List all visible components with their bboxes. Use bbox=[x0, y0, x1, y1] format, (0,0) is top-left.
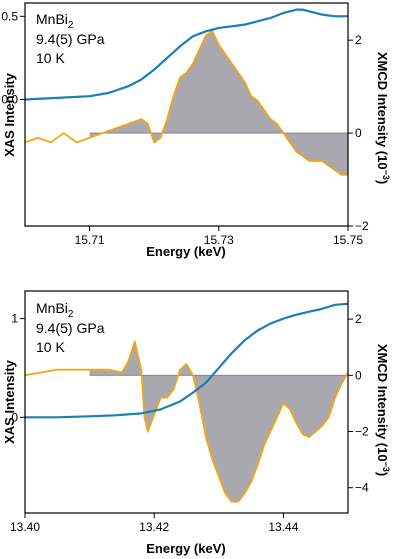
top-y-right-tick-label: −2 bbox=[355, 219, 369, 233]
bottom-ylabel-right: XMCD Intensity (10−3) bbox=[375, 344, 391, 476]
bottom-y-right-tick-label: −4 bbox=[355, 481, 369, 495]
bottom-xas-line-layer bbox=[25, 302, 349, 419]
bottom-y-right-tick-label: 0 bbox=[355, 368, 362, 382]
top-y-left-tick-label: 0.5 bbox=[1, 9, 18, 23]
top-xmcd-area bbox=[89, 30, 348, 175]
bottom-ylabel-left: XAS Intensity bbox=[2, 359, 17, 444]
bottom-xmcd-line bbox=[24, 340, 349, 503]
bottom-y-right-tick-label: −2 bbox=[355, 425, 369, 439]
bottom-annotation-temperature: 10 K bbox=[36, 339, 65, 355]
top-xas-line bbox=[24, 8, 348, 101]
top-annotation-formula: MnBi2 bbox=[36, 11, 74, 31]
top-xas-line-layer bbox=[24, 8, 348, 101]
bottom-xas-line bbox=[25, 302, 349, 419]
top-ylabel-right: XMCD Intensity (10−3) bbox=[375, 52, 391, 184]
top-x-tick-label: 15.71 bbox=[75, 233, 105, 247]
bottom-x-tick-label: 13.44 bbox=[268, 520, 298, 534]
top-y-right-tick-label: 0 bbox=[355, 126, 362, 140]
bottom-tick-layer: 13.40 13.42 13.44 0 1 −4 −2 0 2 bbox=[10, 312, 369, 534]
bottom-xlabel: Energy (keV) bbox=[146, 541, 225, 556]
bottom-xmcd-fill-layer bbox=[89, 341, 348, 502]
top-xmcd-line bbox=[24, 29, 348, 176]
bottom-xmcd-area bbox=[89, 341, 348, 502]
top-annotation-temperature: 10 K bbox=[36, 50, 65, 66]
bottom-y-right-tick-label: 2 bbox=[355, 312, 362, 326]
top-annotation-pressure: 9.4(5) GPa bbox=[36, 31, 105, 47]
top-y-right-tick-label: 2 bbox=[355, 33, 362, 47]
top-ylabel-left: XAS Intensity bbox=[2, 72, 17, 157]
top-panel: 15.71 15.73 15.75 0.0 0.5 −2 0 2 MnBi2 9.4(5) G… bbox=[1, 2, 391, 259]
top-xmcd-line-layer bbox=[24, 29, 348, 176]
bottom-annotation-formula: MnBi2 bbox=[36, 300, 74, 320]
top-xmcd-fill-layer bbox=[89, 30, 348, 175]
bottom-xmcd-line-layer bbox=[24, 340, 349, 503]
bottom-x-tick-label: 13.40 bbox=[10, 520, 40, 534]
top-x-tick-label: 15.75 bbox=[333, 233, 363, 247]
bottom-y-left-tick-label: 0 bbox=[11, 410, 18, 424]
top-plot-frame bbox=[24, 2, 349, 227]
bottom-plot-frame bbox=[24, 290, 349, 514]
bottom-annotation-pressure: 9.4(5) GPa bbox=[36, 320, 105, 336]
top-x-tick-label: 15.73 bbox=[204, 233, 234, 247]
top-tick-layer: 15.71 15.73 15.75 0.0 0.5 −2 0 2 bbox=[1, 9, 369, 247]
top-y-left-tick-label: 0.0 bbox=[1, 93, 18, 107]
bottom-x-tick-label: 13.42 bbox=[139, 520, 169, 534]
bottom-panel: 13.40 13.42 13.44 0 1 −4 −2 0 2 MnBi2 9.4(5) GPa… bbox=[2, 290, 391, 556]
top-xlabel: Energy (keV) bbox=[146, 244, 225, 259]
bottom-y-left-tick-label: 1 bbox=[11, 312, 18, 326]
